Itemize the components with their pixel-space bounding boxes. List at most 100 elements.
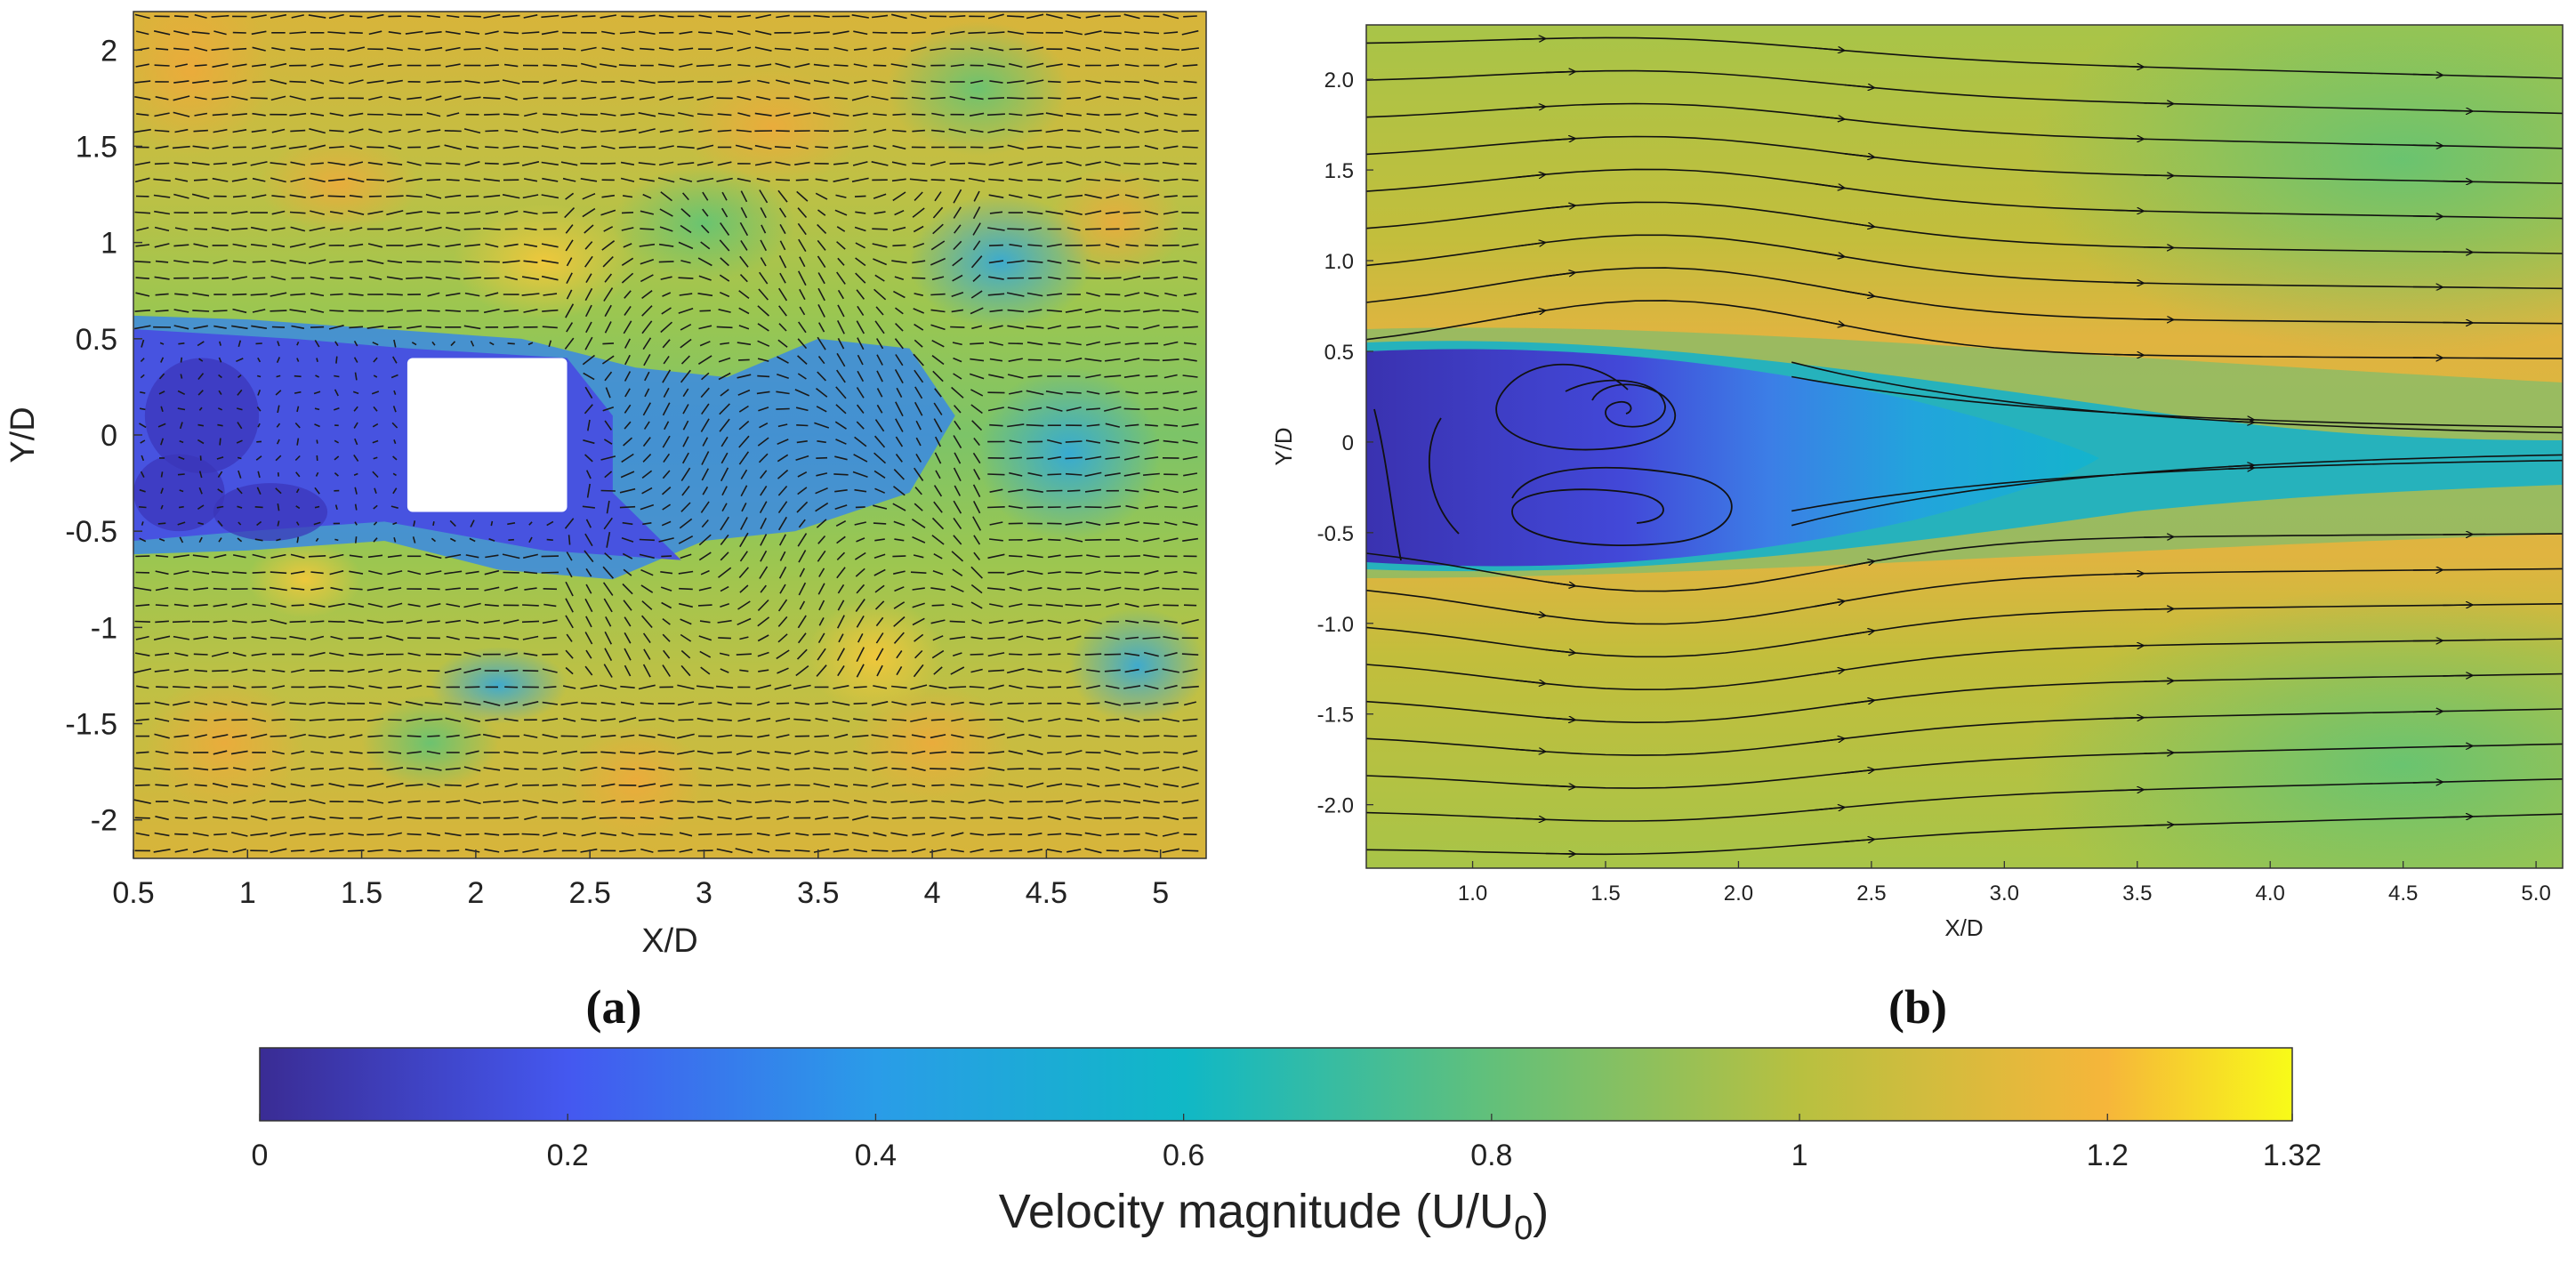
- panel-a-vector-arrow: [464, 80, 480, 84]
- panel-a-vector-arrow: [464, 30, 480, 35]
- panel-a-vector-arrow: [682, 404, 689, 415]
- panel-a-vector-arrow: [329, 63, 344, 68]
- panel-a-vector-arrow: [153, 635, 171, 640]
- panel-a-vector-arrow: [721, 191, 728, 201]
- panel-a-vector-arrow: [1124, 423, 1139, 427]
- panel-a-vector-arrow: [875, 632, 884, 644]
- panel-b-streamline-arrow: [1815, 670, 1845, 675]
- panel-a-vector-arrow: [1047, 97, 1061, 100]
- panel-a-vector-arrow: [658, 767, 675, 771]
- panel-b-streamline-arrow: [1545, 272, 1576, 278]
- colorbar-tick-label: 0.2: [547, 1139, 589, 1172]
- panel-a-vector-arrow: [662, 664, 671, 677]
- panel-a-vector-arrow: [134, 161, 151, 166]
- panel-a-vector-arrow: [970, 307, 984, 315]
- panel-a-low-velocity-patch: [144, 358, 260, 474]
- panel-b-streamline-arrow: [1516, 38, 1546, 39]
- panel-a-vector-arrow: [586, 483, 591, 498]
- panel-a-vector-arrow: [853, 686, 867, 688]
- panel-a-vector-arrow: [327, 603, 345, 608]
- panel-a-vector-arrow: [876, 370, 883, 382]
- panel-a-vector-arrow: [330, 635, 343, 640]
- panel-a-vector-arrow: [290, 553, 305, 559]
- panel-a-vector-arrow: [1163, 178, 1179, 181]
- panel-b-green-region-upper: [2028, 25, 2563, 356]
- panel-a-vector-arrow: [717, 80, 733, 84]
- panel-a-vector-arrow: [680, 618, 692, 625]
- panel-a-vector-arrow: [257, 471, 261, 479]
- panel-a-vector-arrow: [485, 30, 499, 36]
- panel-a-vector-arrow: [856, 404, 865, 414]
- panel-a-vector-arrow: [757, 374, 770, 378]
- panel-a-vector-arrow: [232, 161, 247, 165]
- panel-a-vector-arrow: [581, 129, 597, 133]
- panel-a-vector-arrow: [276, 538, 281, 542]
- panel-a-vector-arrow: [1027, 227, 1042, 231]
- panel-a-vector-arrow: [271, 227, 286, 231]
- panel-a-vector-arrow: [696, 161, 713, 166]
- panel-a-vector-arrow: [1006, 80, 1025, 84]
- panel-a-vector-arrow: [738, 358, 750, 361]
- panel-a-vector-arrow: [291, 849, 305, 852]
- panel-a-vector-arrow: [503, 145, 519, 149]
- panel-a-vector-arrow: [348, 685, 365, 689]
- panel-b-streamline-arrow: [1815, 601, 1845, 608]
- panel-a-vector-arrow: [1105, 685, 1120, 689]
- panel-a-vector-arrow: [348, 210, 365, 215]
- panel-a-vector-arrow: [798, 582, 807, 596]
- panel-a-vector-arrow: [600, 751, 616, 754]
- panel-a-vector-arrow: [232, 79, 247, 85]
- panel-a-vector-arrow: [915, 453, 922, 463]
- panel-a-vector-arrow: [543, 79, 557, 85]
- panel-a-vector-arrow: [932, 206, 944, 219]
- panel-a-vector-arrow: [270, 62, 287, 68]
- panel-a-vector-arrow: [1123, 162, 1140, 165]
- panel-a-vector-arrow: [893, 570, 906, 575]
- panel-a-vector-arrow: [583, 372, 595, 381]
- panel-a-vector-arrow: [853, 63, 867, 68]
- panel-a-vector-arrow: [757, 358, 769, 362]
- panel-a-vector-arrow: [716, 734, 733, 738]
- panel-a-vector-arrow: [1181, 782, 1199, 788]
- panel-a-velocity-patch: [1069, 608, 1206, 724]
- panel-a-vector-arrow: [754, 144, 772, 150]
- panel-a-vector-arrow: [407, 325, 423, 329]
- panel-a-vector-arrow: [661, 601, 672, 609]
- panel-a-vector-arrow: [484, 64, 499, 67]
- panel-a-vector-arrow: [1123, 407, 1140, 410]
- panel-a-vector-arrow: [426, 14, 440, 19]
- panel-a-vector-arrow: [1163, 816, 1179, 821]
- panel-a-vector-arrow: [720, 467, 729, 482]
- panel-a-vector-arrow: [988, 799, 1004, 804]
- panel-a-vector-arrow: [642, 402, 651, 416]
- panel-a-vector-arrow: [1104, 750, 1122, 755]
- panel-a-vector-arrow: [585, 649, 592, 659]
- panel-a-vector-arrow: [600, 832, 617, 836]
- panel-b-streamline-arrow: [2412, 216, 2443, 217]
- panel-a-vector-arrow: [1085, 79, 1101, 85]
- panel-a-vector-arrow: [445, 619, 461, 624]
- panel-a-vector-arrow: [543, 64, 558, 67]
- panel-a-vector-arrow: [813, 96, 830, 101]
- panel-a-vector-arrow: [737, 389, 751, 396]
- panel-b-streamline-arrow: [2113, 282, 2145, 283]
- panel-a-vector-arrow: [911, 80, 926, 84]
- panel-a-vector-arrow: [310, 635, 325, 640]
- panel-a-vector-arrow: [153, 849, 171, 853]
- panel-a-vector-arrow: [543, 750, 558, 755]
- panel-a-vector-arrow: [1046, 849, 1062, 853]
- panel-a-vector-arrow: [140, 374, 145, 379]
- panel-a-vector-arrow: [987, 63, 1005, 68]
- panel-a-vector-arrow: [987, 751, 1005, 754]
- panel-a-vector-arrow: [914, 467, 924, 481]
- panel-a-vector-arrow: [855, 211, 866, 214]
- panel-a-vector-arrow: [134, 96, 151, 101]
- panel-a-vector-arrow: [1047, 455, 1062, 460]
- panel-a-x-tick-label: 0.5: [112, 876, 154, 910]
- panel-b-streamline-arrow: [1545, 139, 1576, 141]
- panel-a-vector-arrow: [893, 520, 906, 527]
- panel-a-vector-arrow: [464, 849, 480, 853]
- panel-a-vector-arrow: [604, 471, 613, 479]
- panel-a-vector-arrow: [971, 325, 983, 330]
- panel-a-vector-arrow: [680, 664, 691, 677]
